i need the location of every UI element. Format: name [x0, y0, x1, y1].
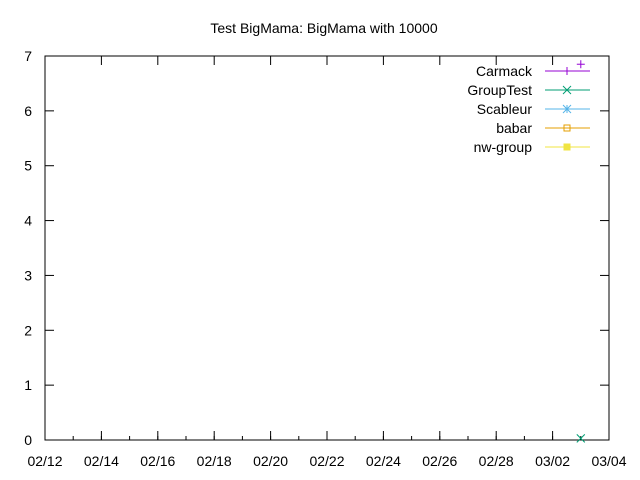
legend-label: babar	[496, 120, 532, 136]
x-tick-label: 02/28	[479, 453, 514, 469]
x-tick-label: 02/24	[366, 453, 401, 469]
y-tick-label: 6	[24, 103, 32, 119]
legend-marker	[563, 124, 571, 132]
x-tick-label: 02/20	[253, 453, 288, 469]
y-tick-label: 4	[24, 213, 32, 229]
data-point-Carmack	[576, 60, 585, 69]
y-tick-label: 2	[24, 322, 32, 338]
x-tick-label: 02/22	[309, 453, 344, 469]
x-tick-label: 02/14	[84, 453, 119, 469]
legend-marker	[563, 67, 571, 75]
x-tick-label: 02/18	[197, 453, 232, 469]
y-axis: 0 1 2 3 4 5 6 7	[24, 48, 609, 448]
legend-label: Carmack	[476, 63, 533, 79]
y-tick-label: 1	[24, 377, 32, 393]
y-tick-label: 0	[24, 432, 32, 448]
plot-area	[576, 60, 586, 443]
legend-marker	[563, 143, 571, 151]
legend-label: Scableur	[477, 101, 533, 117]
y-tick-label: 7	[24, 48, 32, 64]
x-axis: 02/12 02/14 02/16 02/18 02/20 02/22 02/24 02/26…	[27, 56, 627, 469]
legend: Carmack GroupTest Scableur babar nw-group	[467, 63, 590, 155]
legend-marker	[562, 85, 572, 95]
legend-label: nw-group	[474, 139, 533, 155]
x-tick-label: 02/26	[422, 453, 457, 469]
data-point-GroupTest	[576, 434, 586, 443]
chart-title: Test BigMama: BigMama with 10000	[210, 20, 437, 36]
legend-label: GroupTest	[467, 82, 532, 98]
x-tick-label: 02/16	[140, 453, 175, 469]
y-tick-label: 3	[24, 267, 32, 283]
x-tick-label: 03/02	[535, 453, 570, 469]
legend-marker	[562, 104, 572, 114]
x-tick-label: 02/12	[27, 453, 62, 469]
x-tick-label: 03/04	[591, 453, 626, 469]
y-tick-label: 5	[24, 158, 32, 174]
